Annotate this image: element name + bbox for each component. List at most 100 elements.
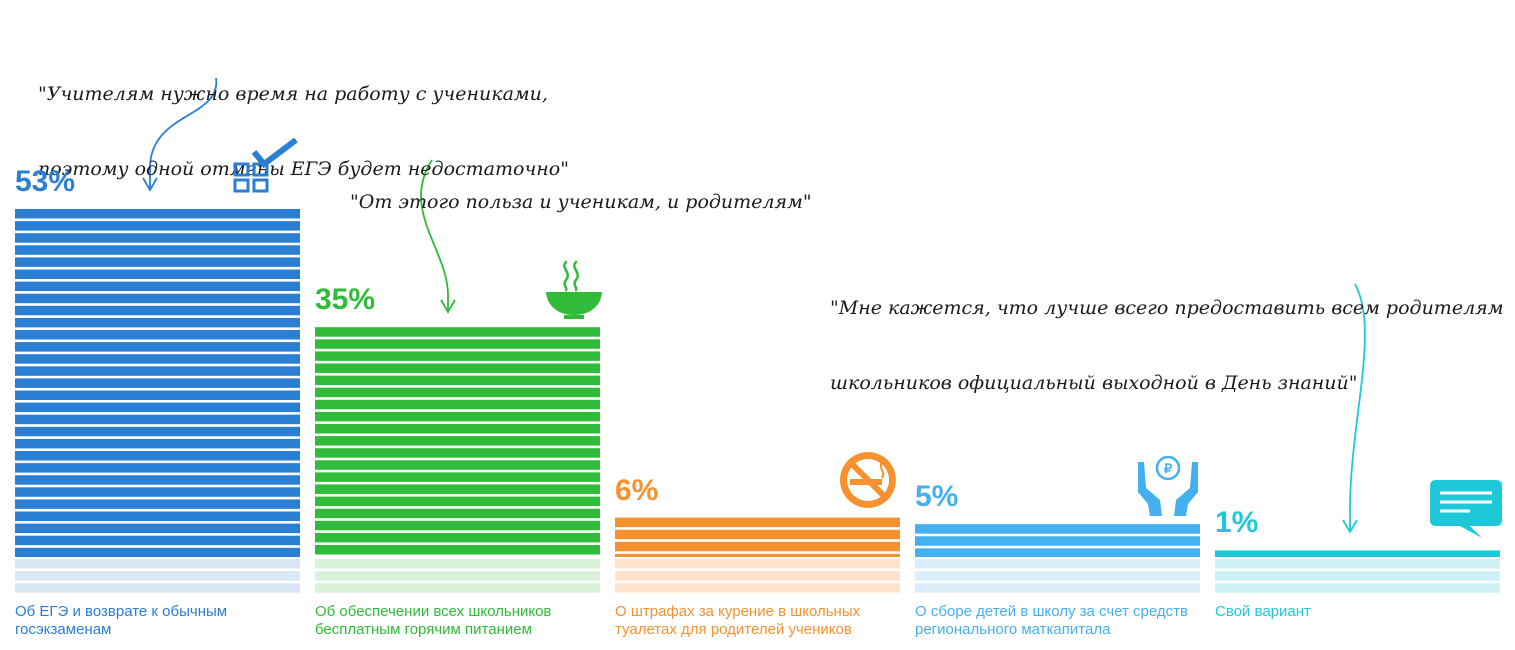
- bar-stripe: [315, 484, 600, 494]
- bar-stripe: [315, 532, 600, 543]
- bar-stripe: [15, 342, 300, 352]
- bar-base-stripe: [1215, 583, 1500, 593]
- bar-stripe: [615, 517, 900, 528]
- bar-stripe: [15, 463, 300, 473]
- bar-stripe: [1215, 550, 1500, 557]
- category-label-food: Об обеспечении всех школьников бесплатны…: [315, 603, 552, 638]
- bar-stripe: [15, 523, 300, 534]
- bar-base-stripe: [615, 583, 900, 593]
- bar-stripe: [15, 535, 300, 546]
- bar-stripe: [15, 499, 300, 509]
- arrow-quote-2-head: [440, 299, 456, 314]
- quote-2: "От этого польза и ученикам, и родителям…: [350, 140, 812, 240]
- bar-stripe: [315, 387, 600, 398]
- bar-base-stripe: [1215, 559, 1500, 569]
- bar-stripe: [315, 448, 600, 458]
- bar-stripe: [315, 496, 600, 507]
- bar-base-stripe: [315, 559, 600, 569]
- quote-3-line-1: "Мне кажется, что лучше всего предостави…: [830, 297, 1504, 319]
- bar-stripe: [15, 330, 300, 340]
- bar-stripe: [315, 327, 600, 337]
- bar-base-stripe: [315, 571, 600, 581]
- bar-6: [615, 517, 900, 593]
- bar-stripe: [15, 317, 300, 328]
- bar-stripe: [315, 436, 600, 446]
- value-label-53: 53%: [15, 165, 76, 198]
- value-label-6: 6%: [615, 473, 659, 507]
- bar-base-stripe: [915, 571, 1200, 581]
- bar-base-stripe: [915, 583, 1200, 593]
- bar-stripe: [615, 541, 900, 552]
- bar-stripe: [15, 511, 300, 521]
- category-label-smoking: О штрафах за курение в школьных туалетах…: [615, 603, 861, 638]
- arrow-quote-1-head: [142, 177, 158, 192]
- bars-group: [15, 209, 1500, 593]
- bar-53: [15, 209, 300, 593]
- category-label-own-option: Свой вариант: [1215, 603, 1311, 620]
- arrow-quote-3: [1349, 283, 1366, 532]
- bar-stripe: [315, 508, 600, 519]
- bar-stripe: [15, 354, 300, 364]
- arrows-group: [142, 77, 1366, 534]
- bar-base-stripe: [15, 559, 300, 569]
- bar-base-stripe: [15, 571, 300, 581]
- category-label-matcapital: О сборе детей в школу за счет средств ре…: [915, 603, 1189, 638]
- quote-3-line-2: школьников официальный выходной в День з…: [830, 372, 1358, 394]
- bar-stripe: [15, 414, 300, 425]
- bar-stripe: [15, 366, 300, 376]
- arrow-quote-3-head: [1342, 519, 1358, 534]
- category-label-ege: Об ЕГЭ и возврате к обычным госэкзаменам: [15, 603, 228, 638]
- bar-stripe: [15, 390, 300, 400]
- bar-base-stripe: [615, 571, 900, 581]
- bar-stripe: [915, 548, 1200, 557]
- bar-base-stripe: [915, 559, 1200, 569]
- arrow-quote-1: [149, 77, 217, 190]
- bar-stripe: [15, 281, 300, 292]
- bar-stripe: [15, 378, 300, 388]
- chat-bubble-icon: [1430, 480, 1502, 538]
- bar-5: [915, 524, 1200, 593]
- bar-stripe: [15, 221, 300, 231]
- checklist-icon: [233, 138, 298, 193]
- bar-1: [1215, 550, 1500, 593]
- bar-stripe: [315, 375, 600, 386]
- value-label-1: 1%: [1215, 506, 1259, 540]
- bar-base-stripe: [1215, 571, 1500, 581]
- bar-stripe: [915, 536, 1200, 546]
- bar-stripe: [15, 269, 300, 279]
- bar-stripe: [315, 339, 600, 349]
- bar-stripe: [315, 363, 600, 373]
- value-label-35: 35%: [315, 283, 376, 317]
- bar-stripe: [15, 305, 300, 316]
- bar-stripe: [15, 426, 300, 437]
- bar-base-stripe: [15, 583, 300, 593]
- hands-ruble-icon: ₽: [1138, 455, 1198, 516]
- quote-1-line-1: "Учителям нужно время на работу с ученик…: [38, 83, 548, 105]
- no-smoking-icon: [839, 452, 896, 508]
- bar-stripe: [15, 233, 300, 243]
- bar-stripe: [15, 487, 300, 497]
- quote-3: "Мне кажется, что лучше всего предостави…: [830, 246, 1504, 421]
- bar-stripe: [315, 544, 600, 555]
- bar-base-stripe: [615, 559, 900, 569]
- bar-stripe: [15, 293, 300, 304]
- bar-stripe: [15, 475, 300, 485]
- bar-stripe: [15, 245, 300, 255]
- svg-text:₽: ₽: [1164, 461, 1173, 476]
- arrow-quote-2: [420, 159, 449, 312]
- bar-stripe: [15, 547, 300, 557]
- bar-stripe: [315, 399, 600, 410]
- bar-stripe: [315, 351, 600, 361]
- bar-stripe: [915, 524, 1200, 534]
- bar-stripe: [315, 411, 600, 422]
- bar-stripe: [15, 209, 300, 219]
- bar-stripe: [15, 257, 300, 267]
- bar-stripe: [315, 460, 600, 470]
- bar-stripe: [315, 520, 600, 531]
- quote-2-line-1: "От этого польза и ученикам, и родителям…: [350, 191, 812, 213]
- bar-stripe: [315, 423, 600, 434]
- bar-35: [315, 327, 600, 593]
- bar-stripe: [615, 553, 900, 557]
- hot-soup-icon: [546, 260, 602, 319]
